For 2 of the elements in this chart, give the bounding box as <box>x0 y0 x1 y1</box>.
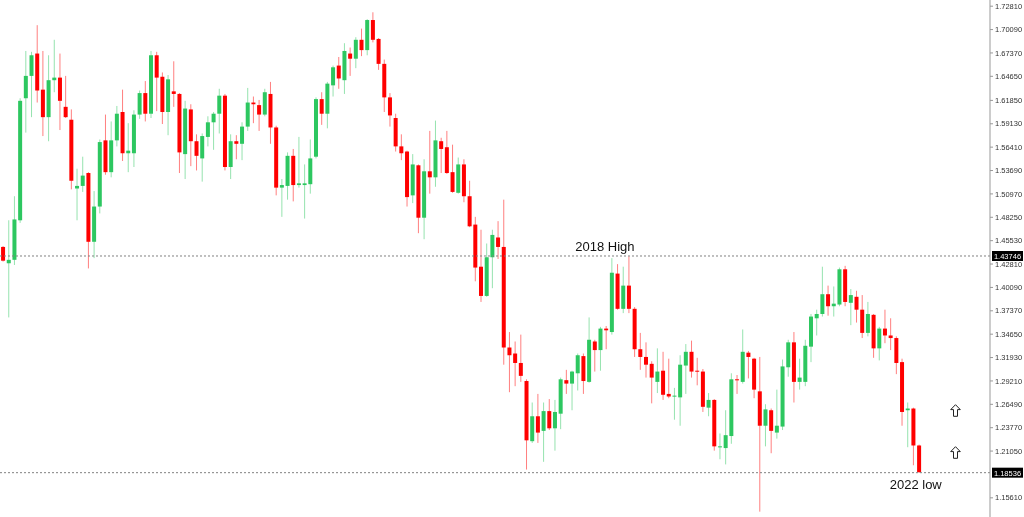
annotation: 2022 low <box>889 476 943 492</box>
annotation: 2018 High <box>575 239 635 254</box>
